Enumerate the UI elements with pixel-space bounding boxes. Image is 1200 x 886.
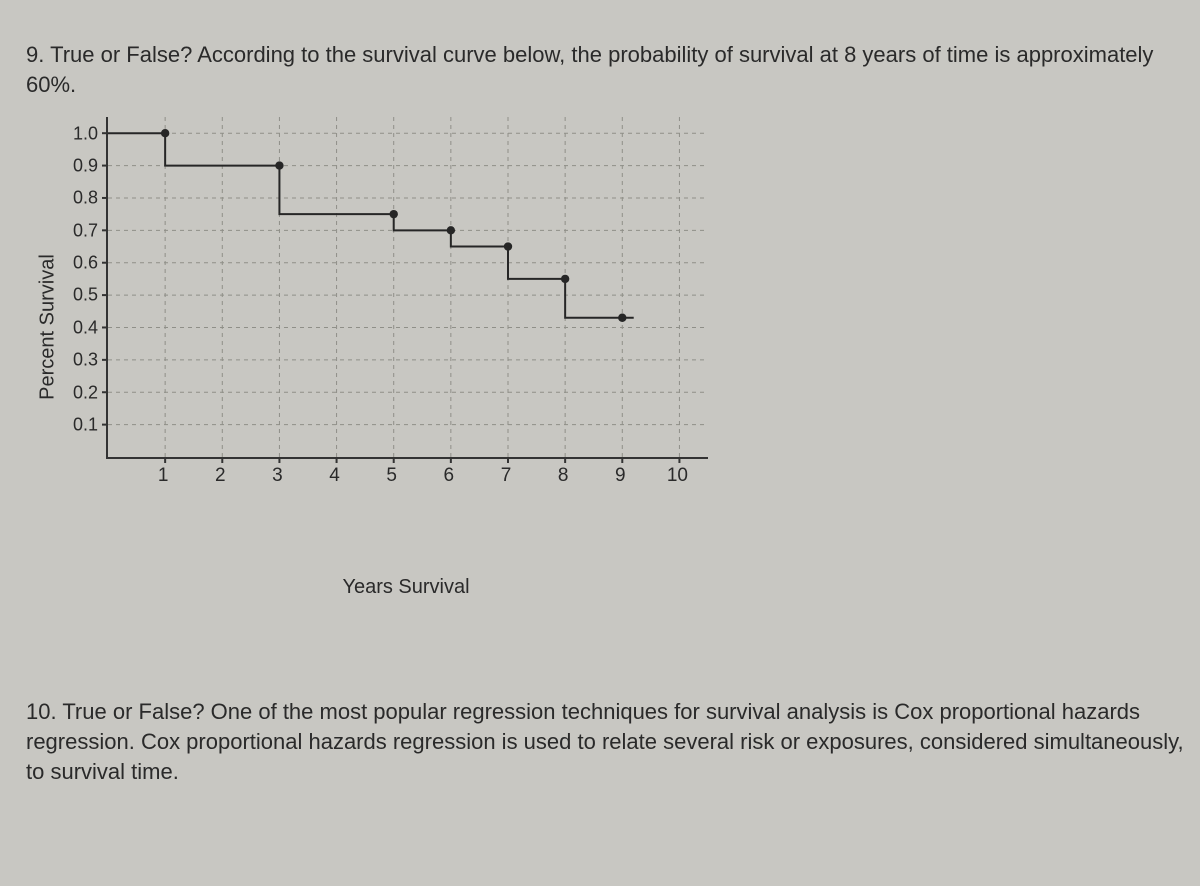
y-tick: 0.2 [58,382,98,403]
plot-svg [108,117,708,457]
question-10-text: True or False? One of the most popular r… [26,699,1184,783]
x-tick: 7 [501,465,512,567]
x-tick: 3 [272,465,283,567]
y-axis-label: Percent Survival [37,255,60,401]
page: 9. True or False? According to the survi… [0,0,1200,806]
y-tick: 0.7 [58,220,98,241]
question-9: 9. True or False? According to the survi… [26,40,1180,99]
y-tick: 0.9 [58,155,98,176]
question-9-number: 9. [26,42,44,67]
question-10: 10. True or False? One of the most popul… [26,697,1186,786]
y-tick: 0.4 [58,317,98,338]
y-tick: 1.0 [58,123,98,144]
x-tick: 2 [215,465,226,567]
x-tick: 6 [444,465,455,567]
x-tick: 10 [667,465,688,567]
x-tick: 8 [558,465,569,567]
x-tick: 9 [615,465,626,567]
y-tick: 0.3 [58,350,98,371]
question-10-number: 10. [26,699,57,724]
x-tick: 4 [329,465,340,567]
survival-marker [161,129,169,137]
survival-marker [504,243,512,251]
survival-chart: Percent Survival Years Survival 1.00.90.… [96,117,796,537]
survival-marker [390,210,398,218]
survival-marker [561,275,569,283]
survival-marker [275,162,283,170]
x-axis-label: Years Survival [342,576,469,599]
question-9-text: True or False? According to the survival… [26,42,1153,97]
survival-marker [618,314,626,322]
y-tick: 0.6 [58,253,98,274]
x-tick: 1 [158,465,169,567]
y-tick: 0.1 [58,414,98,435]
survival-marker [447,227,455,235]
plot-area [106,117,708,459]
y-tick: 0.5 [58,285,98,306]
x-tick: 5 [386,465,397,567]
y-tick: 0.8 [58,188,98,209]
survival-step-line [108,134,634,319]
